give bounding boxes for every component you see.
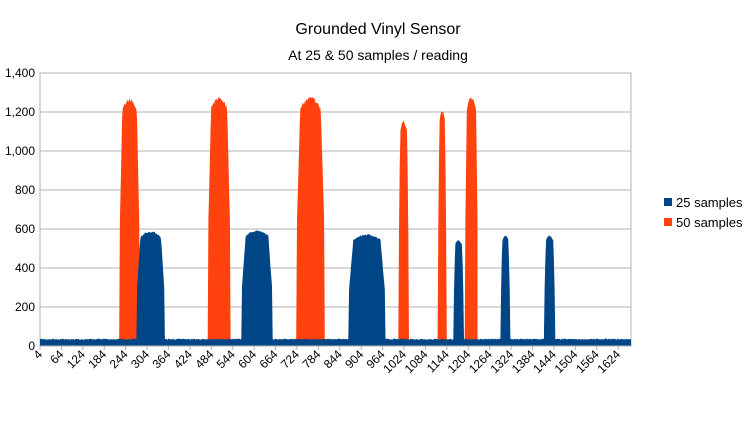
x-tick-label: 184: [85, 347, 109, 371]
y-tick-label: 1,200: [5, 105, 35, 119]
x-tick-label: 4: [30, 347, 45, 362]
x-tick-label: 424: [171, 347, 195, 371]
legend-swatch: [664, 198, 672, 206]
x-tick-label: 784: [299, 347, 323, 371]
y-tick-label: 1,000: [5, 144, 35, 158]
x-tick-label: 1144: [424, 347, 452, 375]
legend-label: 25 samples: [676, 195, 743, 210]
x-tick-label: 1624: [594, 347, 623, 376]
x-tick-label: 604: [235, 347, 259, 371]
chart-title: Grounded Vinyl Sensor: [295, 21, 461, 38]
x-tick-label: 244: [107, 347, 131, 371]
legend-label: 50 samples: [676, 215, 743, 230]
series-areas: [40, 97, 631, 346]
x-tick-label: 64: [47, 347, 67, 367]
x-tick-label: 124: [64, 347, 88, 371]
legend-swatch: [664, 218, 672, 226]
x-tick-label: 484: [192, 347, 216, 371]
x-tick-label: 904: [342, 347, 366, 371]
x-tick-label: 304: [128, 347, 152, 371]
y-tick-label: 0: [28, 339, 35, 353]
y-tick-label: 400: [15, 261, 35, 275]
x-tick-label: 664: [257, 347, 281, 371]
y-tick-label: 800: [15, 183, 35, 197]
chart-subtitle: At 25 & 50 samples / reading: [288, 47, 468, 63]
y-tick-label: 600: [15, 222, 35, 236]
x-tick-label: 724: [278, 347, 302, 371]
x-tick-label: 364: [150, 347, 174, 371]
y-tick-label: 1,400: [5, 66, 35, 80]
x-tick-label: 844: [321, 347, 345, 371]
legend: 25 samples 50 samples: [664, 195, 743, 230]
x-tick-label: 544: [214, 347, 238, 371]
y-tick-label: 200: [15, 300, 35, 314]
series-area-50-samples: [40, 97, 478, 346]
series-area-25-samples: [40, 230, 631, 346]
